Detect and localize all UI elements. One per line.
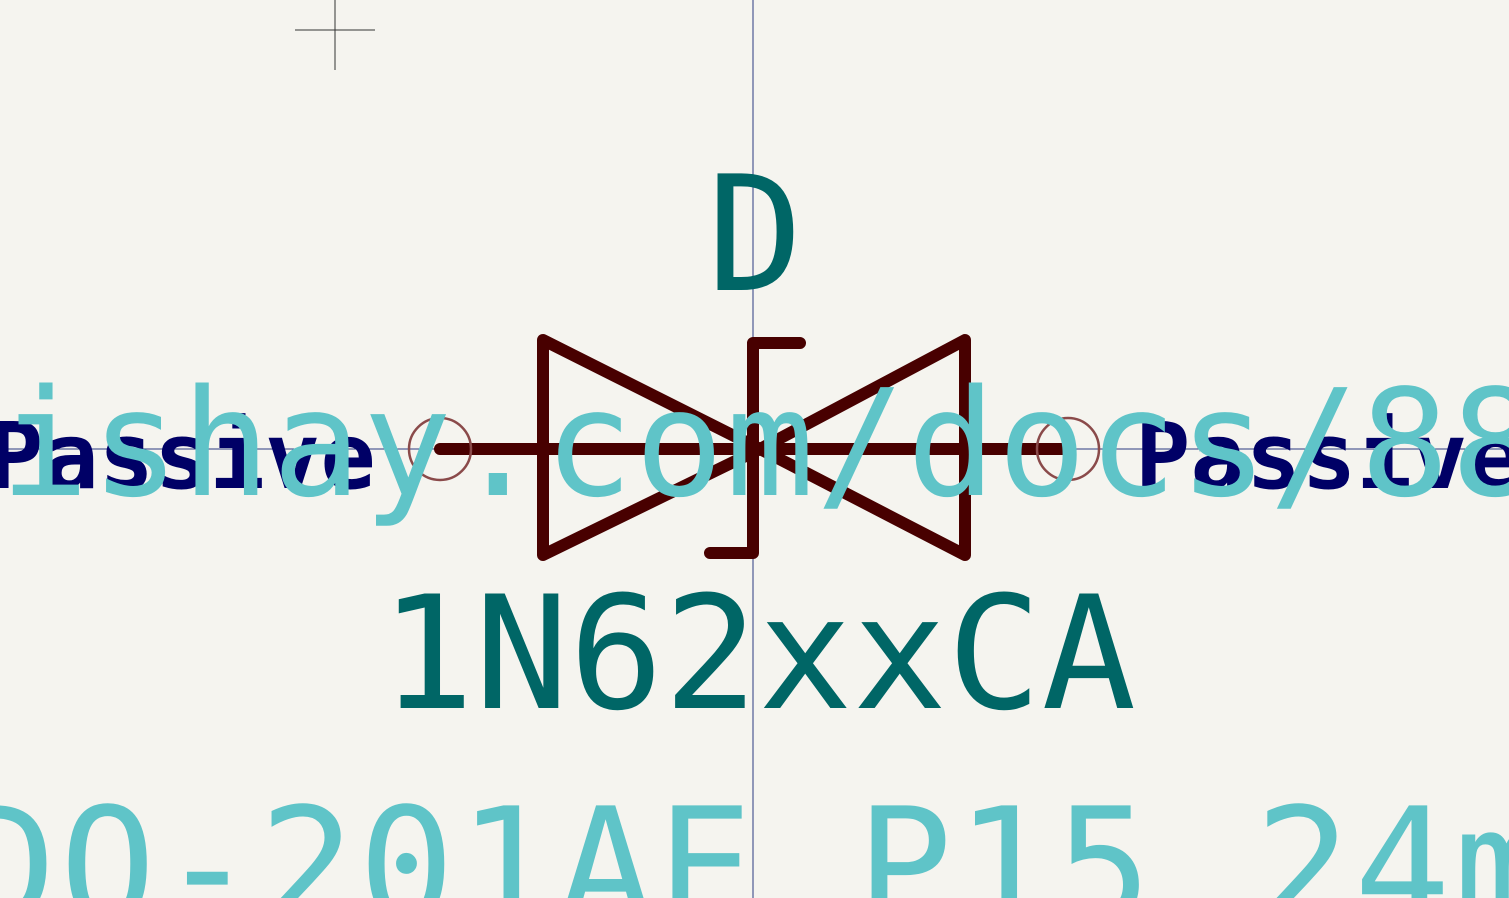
- pin-type: Passive: [1135, 403, 1509, 510]
- pin-end: [407, 416, 473, 482]
- reference: D: [707, 141, 803, 328]
- pin-end: [1035, 416, 1101, 482]
- footprint: DO-201AE P15.24m: [0, 773, 1509, 898]
- triangle-left: [537, 334, 766, 561]
- triangle-right: [754, 334, 971, 561]
- value: 1N62xxCA: [380, 563, 1136, 746]
- cursor: [295, 0, 375, 70]
- bar: [704, 337, 806, 559]
- diode-symbol: [407, 334, 1101, 561]
- pin-type: Passive: [0, 403, 376, 510]
- datasheet: ishay.com/docs/88: [0, 358, 1509, 530]
